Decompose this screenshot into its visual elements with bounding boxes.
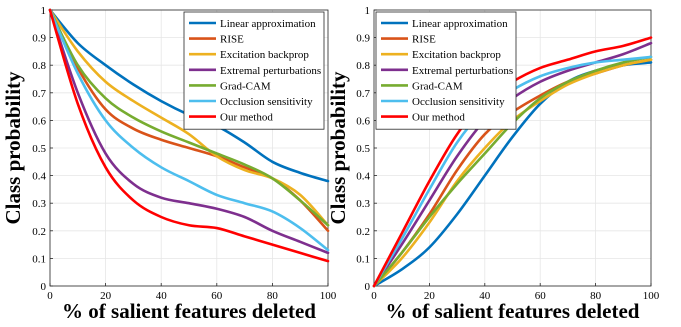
y-tick-label: 0.3 — [356, 198, 370, 210]
y-tick-label: 0.5 — [32, 143, 46, 155]
x-tick-label: 100 — [320, 290, 337, 302]
y-tick-label: 0.8 — [32, 60, 46, 72]
x-axis-label: % of salient features deleted — [386, 299, 640, 323]
y-tick-label: 0.7 — [356, 88, 370, 100]
y-tick-label: 0.7 — [32, 88, 46, 100]
legend: Linear approximation RISE Excitation backp… — [376, 12, 516, 129]
legend-entry: Extremal perturbations — [220, 65, 321, 77]
y-tick-label: 0.9 — [356, 33, 370, 45]
legend-entry: Occlusion sensitivity — [220, 96, 313, 108]
legend-entry: Extremal perturbations — [412, 65, 513, 77]
y-tick-label: 1 — [365, 5, 371, 17]
legend-entry: Occlusion sensitivity — [412, 96, 505, 108]
legend: Linear approximation RISE Excitation backp… — [184, 12, 324, 129]
chart-1: 0 20 40 60 80 10000.10.20.30.40.50.60.70.80.9… — [1, 5, 337, 323]
y-tick-label: 0.5 — [356, 143, 370, 155]
legend-entry: Our method — [220, 112, 273, 124]
y-tick-label: 0.4 — [356, 171, 370, 183]
legend-entry: RISE — [220, 34, 244, 46]
chart-2: 0 20 40 60 80 10000.10.20.30.40.50.60.70.80.9… — [326, 5, 660, 323]
y-tick-label: 0.8 — [356, 60, 370, 72]
x-tick-label: 0 — [47, 290, 53, 302]
legend-entry: Our method — [412, 112, 465, 124]
y-tick-label: 0.2 — [32, 226, 46, 238]
y-tick-label: 1 — [41, 5, 47, 17]
y-tick-label: 0.2 — [356, 226, 370, 238]
legend-entry: Linear approximation — [220, 18, 316, 30]
legend-entry: RISE — [412, 34, 436, 46]
y-tick-label: 0.1 — [32, 253, 46, 265]
y-tick-label: 0.4 — [32, 171, 46, 183]
y-axis-label: Class probability — [326, 71, 350, 225]
y-tick-label: 0.9 — [32, 33, 46, 45]
y-axis-label: Class probability — [1, 71, 25, 225]
legend-entry: Excitation backprop — [412, 49, 501, 61]
legend-entry: Grad-CAM — [412, 80, 463, 92]
x-tick-label: 0 — [371, 290, 377, 302]
y-tick-label: 0.3 — [32, 198, 46, 210]
legend-entry: Grad-CAM — [220, 80, 271, 92]
x-axis-label: % of salient features deleted — [62, 299, 316, 323]
y-tick-label: 0 — [41, 281, 47, 293]
y-tick-label: 0.6 — [356, 115, 370, 127]
legend-entry: Excitation backprop — [220, 49, 309, 61]
y-tick-label: 0 — [365, 281, 371, 293]
y-tick-label: 0.6 — [32, 115, 46, 127]
legend-entry: Linear approximation — [412, 18, 508, 30]
y-tick-label: 0.1 — [356, 253, 370, 265]
x-tick-label: 100 — [643, 290, 660, 302]
